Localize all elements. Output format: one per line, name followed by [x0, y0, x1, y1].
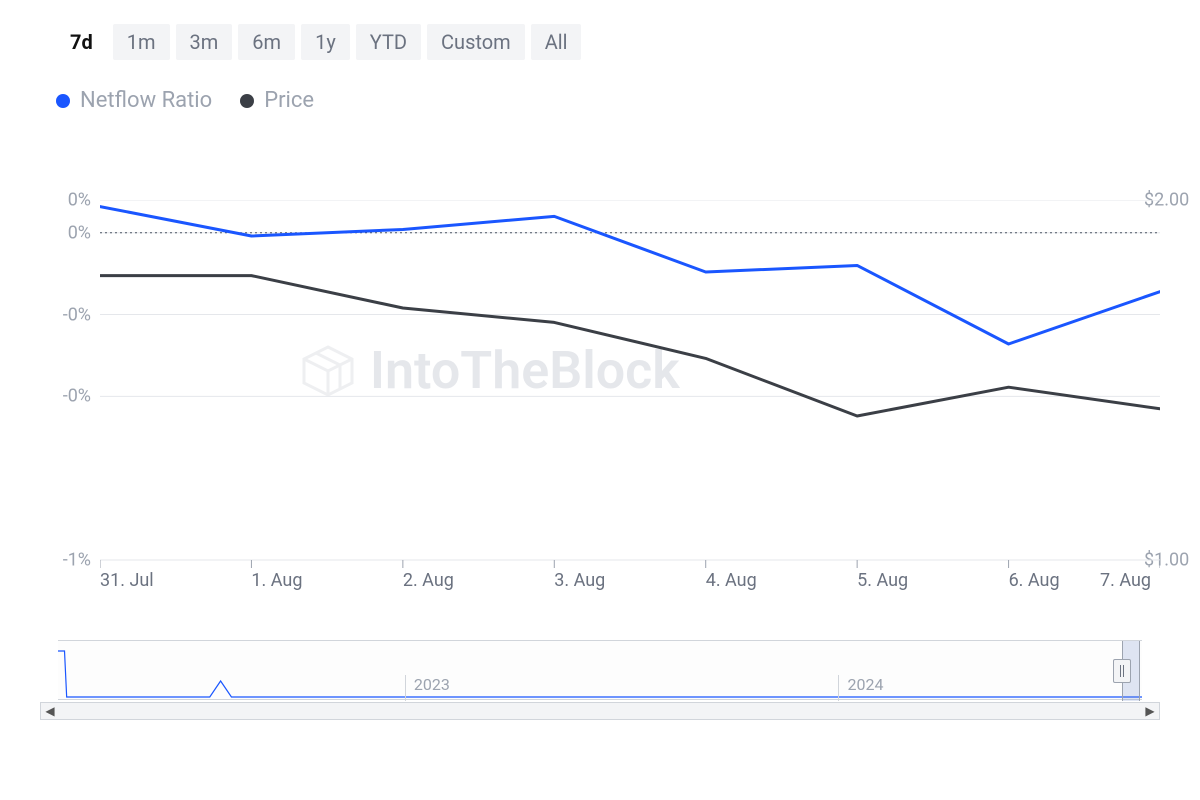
scroll-left-button[interactable]: ◀ — [41, 703, 59, 719]
x-axis: 31. Jul 1. Aug 2. Aug 3. Aug 4. Aug 5. Aug 6. … — [100, 570, 1160, 600]
y-left-tick: 0% — [68, 222, 91, 243]
navigator-scrollbar[interactable]: ◀ ▶ — [40, 702, 1160, 720]
legend-label: Price — [264, 88, 314, 113]
chart-legend: Netflow Ratio Price — [0, 60, 1200, 113]
navigator-year-label: 2023 — [405, 675, 450, 701]
range-navigator: 2023 2024 ◀ ▶ — [40, 640, 1160, 720]
legend-item-price[interactable]: Price — [240, 88, 314, 113]
range-tab-custom[interactable]: Custom — [427, 24, 525, 60]
navigator-handle[interactable] — [1113, 659, 1131, 683]
y-axis-left: 0%0%-0%-0%-1% — [40, 200, 95, 600]
time-range-tabs: 7d1m3m6m1yYTDCustomAll — [0, 0, 1200, 60]
y-left-tick: -1% — [63, 550, 91, 571]
y-left-tick: 0% — [68, 190, 91, 211]
series-netflow-ratio — [100, 207, 1160, 344]
legend-swatch — [240, 94, 254, 108]
x-tick: 4. Aug — [706, 570, 757, 591]
x-tick: 31. Jul — [100, 570, 154, 591]
range-tab-7d[interactable]: 7d — [56, 24, 107, 60]
x-tick: 6. Aug — [1009, 570, 1060, 591]
range-tab-ytd[interactable]: YTD — [356, 24, 421, 60]
scroll-right-button[interactable]: ▶ — [1141, 703, 1159, 719]
range-tab-all[interactable]: All — [531, 24, 582, 60]
main-chart: 0%0%-0%-0%-1% $2.00$1.00 31. Jul1. Aug2.… — [40, 200, 1160, 600]
chart-plot[interactable] — [100, 200, 1160, 600]
navigator-track[interactable]: 2023 2024 — [58, 640, 1142, 700]
x-tick: 3. Aug — [554, 570, 605, 591]
legend-label: Netflow Ratio — [80, 88, 212, 113]
x-tick: 1. Aug — [251, 570, 302, 591]
series-price — [100, 276, 1160, 416]
range-tab-1m[interactable]: 1m — [113, 24, 170, 60]
legend-item-netflow-ratio[interactable]: Netflow Ratio — [56, 88, 212, 113]
legend-swatch — [56, 94, 70, 108]
range-tab-1y[interactable]: 1y — [301, 24, 350, 60]
range-tab-6m[interactable]: 6m — [238, 24, 295, 60]
y-left-tick: -0% — [63, 304, 91, 325]
range-tab-3m[interactable]: 3m — [176, 24, 233, 60]
x-tick: 2. Aug — [403, 570, 454, 591]
y-left-tick: -0% — [63, 386, 91, 407]
x-tick: 5. Aug — [857, 570, 908, 591]
x-tick: 7. Aug — [1100, 570, 1151, 591]
navigator-year-label: 2024 — [838, 675, 883, 701]
